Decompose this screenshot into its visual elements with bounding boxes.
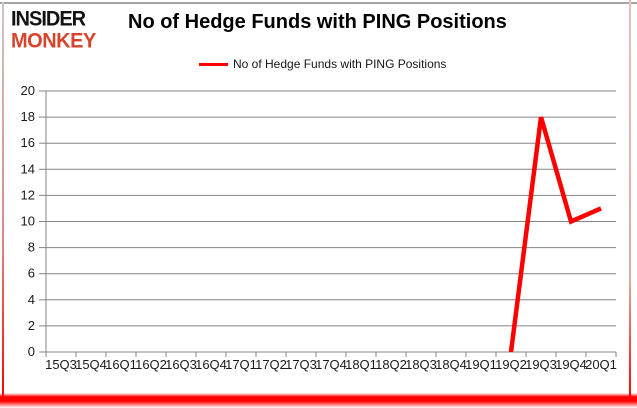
y-axis-label: 18 (21, 109, 35, 124)
x-axis-label: 19Q3 (525, 357, 557, 372)
x-axis-label: 18Q4 (435, 357, 467, 372)
y-axis-label: 12 (21, 187, 35, 202)
border-bottom (0, 393, 637, 408)
x-axis-label: 19Q1 (465, 357, 497, 372)
x-axis-label: 17Q4 (315, 357, 347, 372)
logo-insider-text: INSIDER (11, 7, 86, 31)
x-axis-label: 16Q4 (195, 357, 227, 372)
x-axis-label: 18Q3 (405, 357, 437, 372)
chart-title: No of Hedge Funds with PING Positions (128, 11, 507, 33)
y-axis-label: 2 (28, 318, 35, 333)
logo-monkey-text: MONKEY (11, 29, 96, 53)
chart-legend: No of Hedge Funds with PING Positions (199, 57, 446, 71)
x-axis-label: 15Q3 (45, 357, 77, 372)
legend-label: No of Hedge Funds with PING Positions (233, 57, 447, 71)
x-axis-label: 19Q2 (495, 357, 527, 372)
border-right (629, 0, 631, 400)
insider-monkey-logo: INSIDER MONKEY (11, 7, 96, 53)
y-axis-label: 0 (28, 344, 35, 359)
x-axis-label: 18Q2 (375, 357, 407, 372)
y-axis-label: 10 (21, 214, 35, 229)
x-axis-label: 17Q2 (255, 357, 287, 372)
y-axis-label: 6 (28, 266, 35, 281)
x-axis-label: 16Q3 (165, 357, 197, 372)
y-axis-label: 8 (28, 240, 35, 255)
x-axis-label: 17Q1 (225, 357, 257, 372)
y-axis-label: 14 (21, 161, 35, 176)
x-axis-label: 15Q4 (75, 357, 107, 372)
x-axis-label: 16Q1 (105, 357, 137, 372)
border-left (2, 2, 4, 400)
y-axis-label: 20 (21, 83, 35, 98)
x-axis-label: 19Q4 (555, 357, 587, 372)
y-axis-label: 16 (21, 135, 35, 150)
series-line (508, 116, 602, 353)
y-axis-label: 4 (28, 292, 35, 307)
x-axis-label: 17Q3 (285, 357, 317, 372)
legend-line-swatch (199, 62, 228, 66)
x-axis-label: 20Q1 (585, 357, 617, 372)
x-axis-label: 16Q2 (135, 357, 167, 372)
border-top (0, 2, 637, 4)
x-axis-label: 18Q1 (345, 357, 377, 372)
